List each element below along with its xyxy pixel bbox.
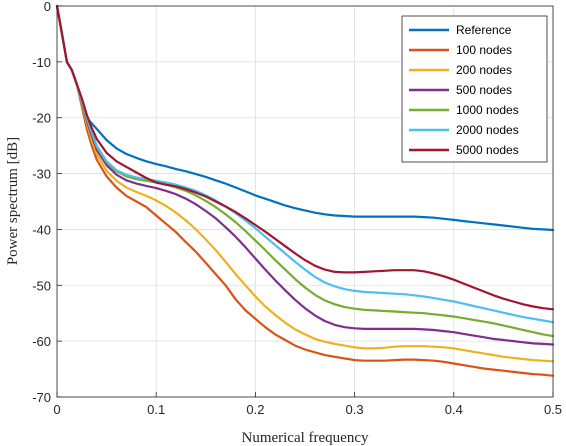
x-axis-label: Numerical frequency (241, 430, 369, 446)
legend-label: 200 nodes (456, 63, 512, 77)
legend-label: 100 nodes (456, 43, 512, 57)
legend-label: 1000 nodes (456, 103, 519, 117)
series-lines (55, 4, 555, 377)
series-line-2000-nodes (55, 4, 555, 324)
y-tick-label: -30 (32, 167, 51, 182)
series-line-5000-nodes (55, 4, 555, 311)
y-tick-label: 0 (44, 0, 51, 14)
legend-label: 2000 nodes (456, 123, 519, 137)
series-line-100-nodes (55, 4, 555, 377)
legend: Reference 100 nodes 200 nodes 500 nodes 1000… (401, 15, 548, 163)
x-tick-label: 0 (53, 402, 60, 417)
series-line-reference (55, 4, 555, 232)
y-tick-label: -60 (32, 334, 51, 349)
y-tick-label: -10 (32, 55, 51, 70)
x-tick-label: 0.5 (544, 402, 562, 417)
legend-label: 500 nodes (456, 83, 512, 97)
series-line-500-nodes (55, 4, 555, 346)
x-tick-label: 0.2 (246, 402, 264, 417)
ticks: 0 0.1 0.2 0.3 0.4 0.5 0 -10 -20 -30 -40 -50 -60 -70 (32, 0, 562, 417)
x-tick-label: 0.1 (147, 402, 165, 417)
y-tick-label: -50 (32, 278, 51, 293)
plot-frame (56, 5, 554, 398)
y-tick-label: -20 (32, 111, 51, 126)
legend-label: Reference (456, 23, 512, 37)
x-tick-label: 0.4 (445, 402, 463, 417)
series-line-200-nodes (55, 4, 555, 363)
y-tick-label: -40 (32, 222, 51, 237)
y-tick-label: -70 (32, 390, 51, 405)
x-tick-label: 0.3 (346, 402, 364, 417)
legend-label: 5000 nodes (456, 143, 519, 157)
y-axis-label: Power spectrum [dB] (5, 137, 21, 265)
